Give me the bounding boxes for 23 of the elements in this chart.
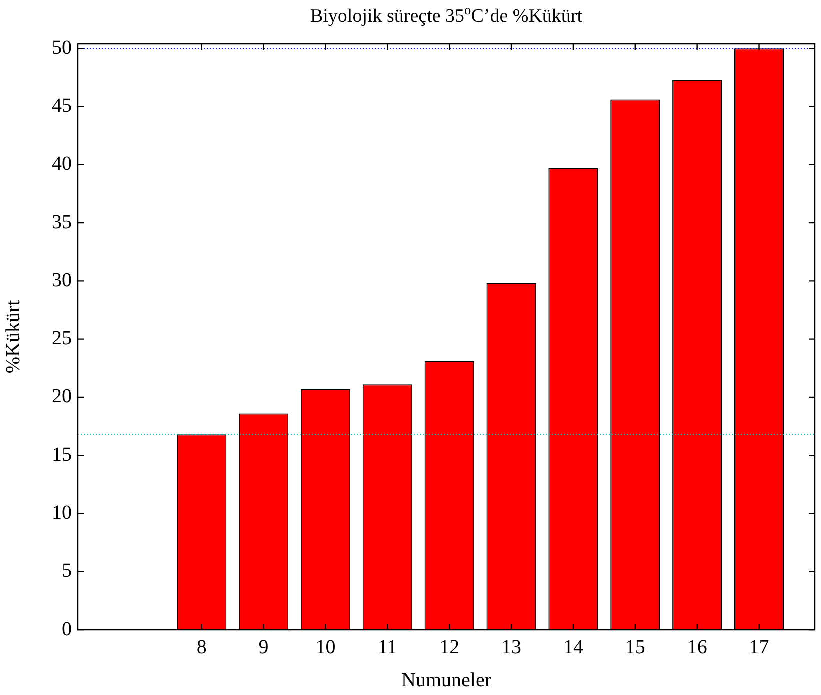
y-tick-label: 20 [52, 386, 72, 408]
y-tick-label: 5 [62, 560, 72, 582]
y-tick-label: 15 [52, 444, 72, 466]
y-tick-label: 10 [52, 502, 72, 524]
x-tick-label: 13 [502, 636, 522, 658]
x-tick-label: 17 [749, 636, 770, 658]
y-tick-label: 45 [52, 95, 72, 118]
x-tick-label: 8 [196, 636, 207, 658]
y-tick-label: 0 [62, 618, 72, 640]
x-tick-label: 10 [316, 636, 336, 658]
y-tick-label: 30 [52, 269, 72, 292]
y-tick-label: 50 [52, 36, 72, 59]
x-tick-label: 9 [258, 636, 269, 658]
y-tick-label: 40 [52, 153, 72, 176]
x-tick-label: 12 [440, 636, 460, 658]
y-tick-label: 35 [52, 211, 72, 234]
x-tick-label: 16 [687, 636, 708, 658]
y-tick-label: 25 [52, 328, 72, 350]
x-tick-label: 14 [563, 636, 584, 658]
x-tick-label: 11 [378, 636, 398, 658]
x-tick-label: 15 [625, 636, 646, 658]
y-axis-title: %Kükürt [2, 300, 24, 374]
x-axis-title: Numuneler [402, 669, 492, 692]
